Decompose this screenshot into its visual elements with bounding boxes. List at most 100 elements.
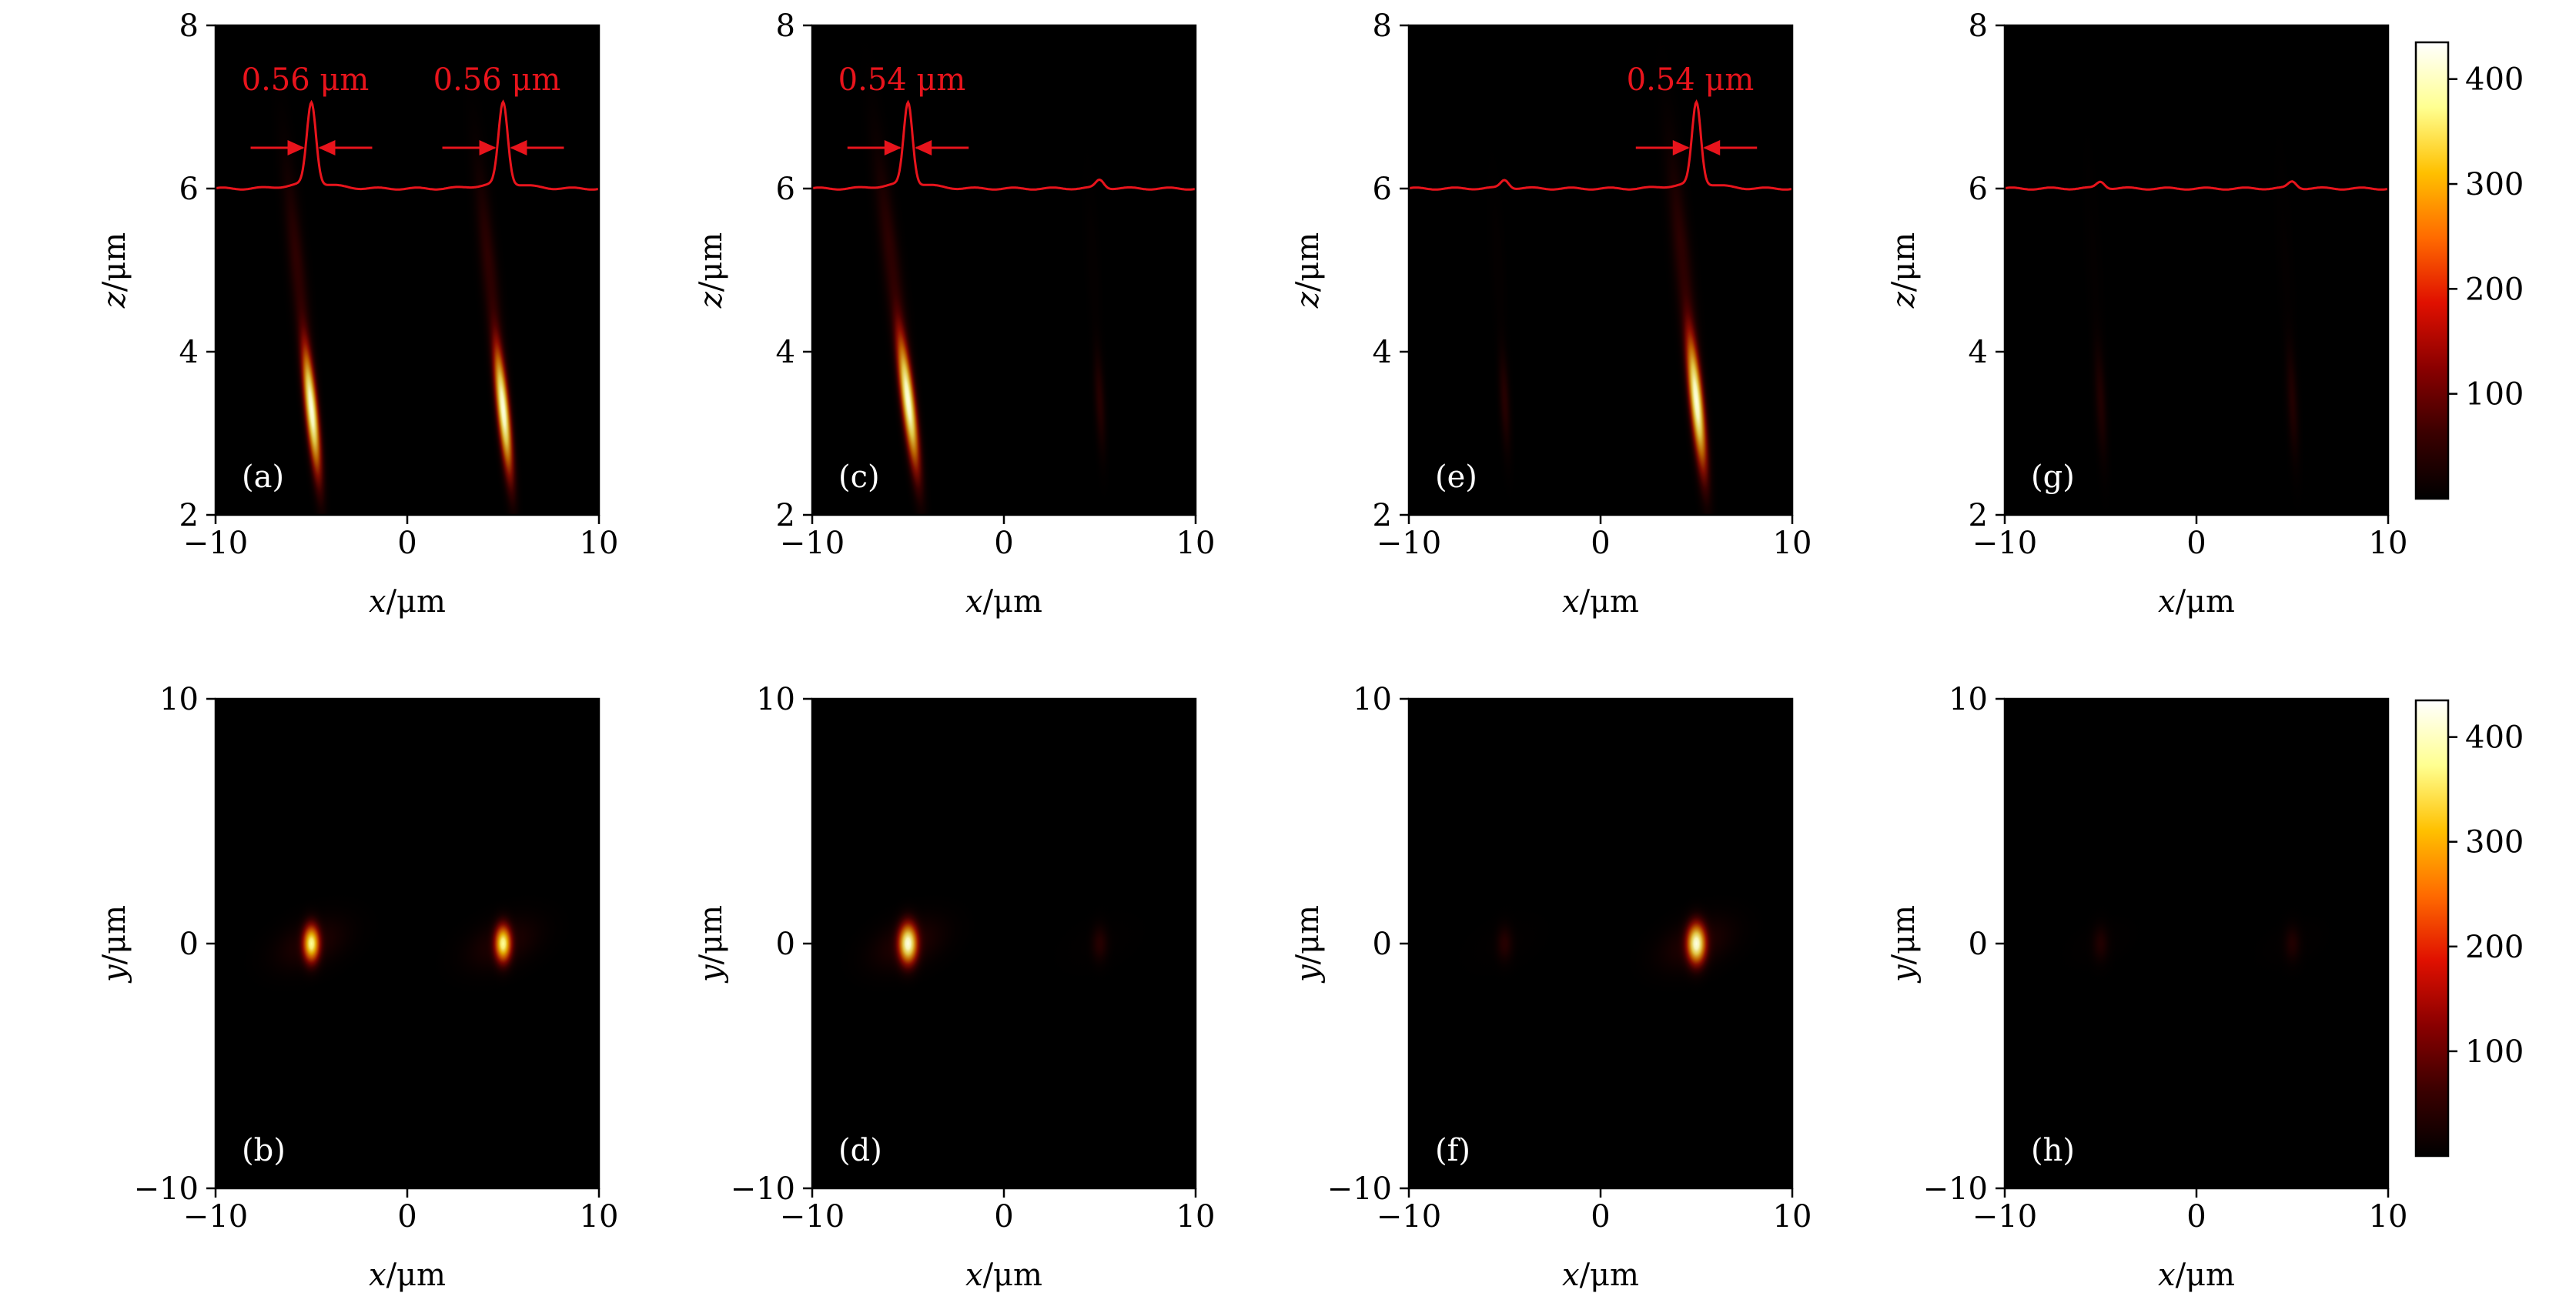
x-tick-label: −10	[183, 526, 248, 561]
y-tick-label: 8	[1969, 8, 1988, 44]
y-axis-label: y/μm	[1886, 905, 1922, 984]
y-tick-label: 2	[179, 498, 199, 533]
x-axis-label: x/μm	[2158, 584, 2235, 620]
y-axis-variable: y	[1886, 964, 1922, 984]
colorbar-tick-label: 400	[2465, 62, 2524, 98]
colorbar-scale	[2414, 41, 2450, 500]
x-axis-unit: /μm	[1580, 1258, 1639, 1293]
y-tick-label: 2	[776, 498, 795, 533]
y-tick-label: 8	[776, 8, 795, 44]
y-axis-unit: /μm	[1290, 232, 1326, 292]
y-tick-label: −10	[1327, 1171, 1392, 1207]
colorbar-tick-label: 200	[2465, 272, 2524, 307]
x-axis-label: x/μm	[2158, 1258, 2235, 1293]
x-axis-variable: x	[369, 1258, 386, 1293]
x-axis-variable: x	[2158, 584, 2176, 620]
x-axis-variable: x	[965, 1258, 983, 1293]
fwhm-annotation: 0.54 μm	[838, 62, 966, 98]
x-tick-label: 10	[1773, 1199, 1812, 1235]
panel-label: (a)	[242, 459, 284, 495]
y-axis-label: y/μm	[97, 905, 132, 984]
y-axis-variable: y	[97, 964, 132, 984]
x-tick-label: −10	[1972, 526, 2037, 561]
x-tick-label: 10	[2369, 1199, 2408, 1235]
colorbar-tick-label: 300	[2465, 167, 2524, 202]
y-axis-variable: z	[694, 291, 729, 309]
heatmap-plot	[821, 880, 1187, 1007]
y-tick-label: −10	[731, 1171, 795, 1207]
x-axis-unit: /μm	[386, 584, 446, 620]
focal-spot	[2080, 899, 2121, 988]
fwhm-annotation: 0.54 μm	[1627, 62, 1755, 98]
colorbar-bottom: 100 200 300 400	[2414, 699, 2524, 1158]
x-axis-unit: /μm	[386, 1258, 446, 1293]
y-tick-label: 8	[179, 8, 199, 44]
y-axis-label: y/μm	[1290, 905, 1326, 984]
y-axis-label: z/μm	[97, 232, 132, 309]
y-tick-label: 10	[1949, 682, 1988, 717]
heatmap-plot	[2013, 880, 2380, 1007]
y-axis-unit: /μm	[97, 232, 132, 292]
x-tick-label: 0	[2186, 1199, 2206, 1235]
y-tick-label: −10	[1923, 1171, 1988, 1207]
colorbar-top: 100 200 300 400	[2414, 41, 2524, 500]
focus-spot	[290, 256, 333, 515]
x-axis-unit: /μm	[2176, 584, 2235, 620]
x-axis-variable: x	[1562, 584, 1580, 620]
heatmap-plot	[2005, 25, 2388, 515]
y-tick-label: 0	[1373, 927, 1392, 962]
y-axis-label: z/μm	[1886, 232, 1922, 309]
x-tick-label: 0	[2186, 526, 2206, 561]
colorbar-tick-label: 100	[2465, 1034, 2524, 1070]
y-axis-variable: z	[1290, 291, 1326, 309]
x-axis-unit: /μm	[983, 1258, 1042, 1293]
x-tick-label: 0	[397, 526, 417, 561]
panel-label: (g)	[2031, 459, 2075, 495]
fwhm-arrowhead-left	[287, 140, 305, 155]
colorbar-tick-label: 300	[2465, 825, 2524, 860]
x-axis-label: x/μm	[1562, 1258, 1639, 1293]
fwhm-annotation: 0.56 μm	[242, 62, 370, 98]
x-axis-unit: /μm	[2176, 1258, 2235, 1293]
heatmap-plot	[1417, 880, 1784, 1007]
y-tick-label: 0	[1969, 927, 1988, 962]
focal-spot	[1079, 899, 1120, 988]
x-tick-label: −10	[780, 526, 845, 561]
x-tick-label: −10	[780, 1199, 845, 1235]
fwhm-arrowhead-right	[318, 140, 336, 155]
focus-spot	[2085, 257, 2116, 515]
intensity-profile-line	[1409, 99, 1792, 191]
y-tick-label: 0	[179, 927, 199, 962]
y-tick-label: 2	[1969, 498, 1988, 533]
focus-spot	[2277, 257, 2308, 515]
y-tick-label: 10	[756, 682, 795, 717]
x-axis-label: x/μm	[965, 1258, 1042, 1293]
focus-spot	[882, 240, 934, 515]
x-axis-variable: x	[369, 584, 386, 620]
x-tick-label: 10	[1176, 1199, 1216, 1235]
y-tick-label: 6	[1373, 172, 1392, 207]
focal-spot	[1673, 895, 1720, 992]
heatmap-plot	[224, 880, 590, 1007]
x-tick-label: 10	[1773, 526, 1812, 561]
y-axis-unit: /μm	[97, 905, 132, 964]
x-tick-label: −10	[1377, 526, 1441, 561]
y-tick-label: 0	[776, 927, 795, 962]
y-axis-variable: z	[1886, 291, 1922, 309]
y-axis-label: z/μm	[1290, 232, 1326, 309]
x-axis-unit: /μm	[983, 584, 1042, 620]
x-axis-variable: x	[2158, 1258, 2176, 1293]
y-axis-variable: y	[694, 964, 729, 984]
intensity-profile-line	[216, 99, 599, 191]
panel-label: (d)	[838, 1133, 882, 1168]
y-tick-label: 4	[1969, 335, 1988, 370]
y-tick-label: 4	[179, 335, 199, 370]
y-axis-unit: /μm	[1290, 905, 1326, 964]
